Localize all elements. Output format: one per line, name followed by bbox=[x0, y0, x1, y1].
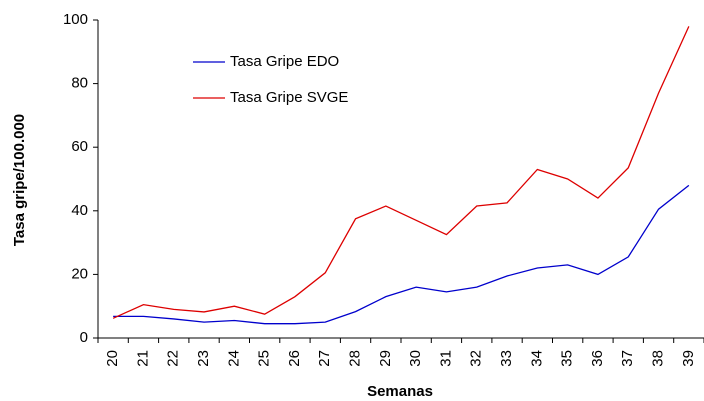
x-tick-label: 21 bbox=[134, 350, 151, 367]
x-tick-label: 33 bbox=[498, 350, 515, 367]
x-tick-label: 31 bbox=[437, 350, 454, 367]
y-tick-label: 20 bbox=[71, 265, 88, 282]
x-tick-label: 37 bbox=[619, 350, 636, 367]
legend-label: Tasa Gripe EDO bbox=[230, 53, 339, 70]
series-line bbox=[112, 26, 690, 319]
series-line bbox=[113, 184, 690, 325]
y-tick-label: 80 bbox=[71, 75, 88, 92]
x-tick-label: 25 bbox=[256, 350, 273, 367]
x-tick-label: 20 bbox=[104, 350, 121, 367]
x-tick-label: 27 bbox=[316, 350, 333, 367]
x-tick-label: 32 bbox=[468, 350, 485, 367]
y-tick-label: 40 bbox=[71, 202, 88, 219]
x-tick-label: 36 bbox=[589, 350, 606, 367]
y-tick-label: 100 bbox=[63, 11, 88, 28]
y-tick-label: 0 bbox=[80, 329, 88, 346]
x-tick-label: 39 bbox=[680, 350, 697, 367]
x-tick-label: 23 bbox=[195, 350, 212, 367]
x-tick-label: 22 bbox=[165, 350, 182, 367]
x-tick-label: 35 bbox=[559, 350, 576, 367]
x-tick-label: 29 bbox=[377, 350, 394, 367]
x-axis-title: Semanas bbox=[367, 383, 433, 400]
y-axis-title: Tasa gripe/100.000 bbox=[11, 114, 28, 246]
y-tick-label: 60 bbox=[71, 138, 88, 155]
x-tick-label: 34 bbox=[528, 350, 545, 367]
x-tick-label: 30 bbox=[407, 350, 424, 367]
x-tick-label: 28 bbox=[347, 350, 364, 367]
x-tick-label: 38 bbox=[650, 350, 667, 367]
x-tick-label: 24 bbox=[225, 350, 242, 367]
legend-label: Tasa Gripe SVGE bbox=[230, 89, 348, 106]
x-tick-label: 26 bbox=[286, 350, 303, 367]
